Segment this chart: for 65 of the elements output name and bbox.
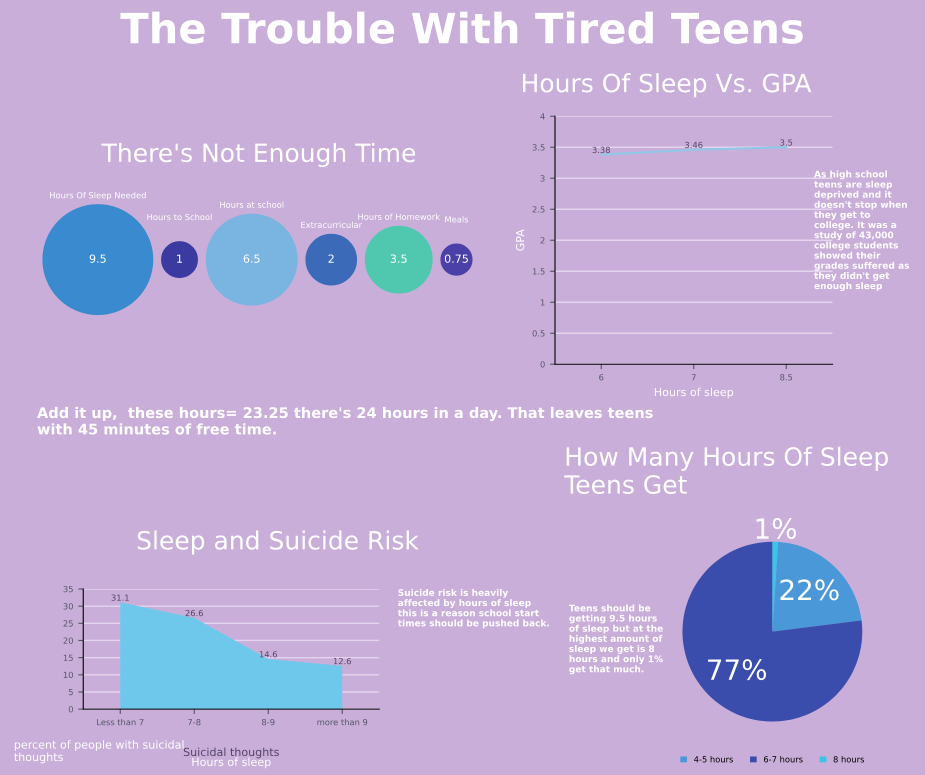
- text: Suicidal thoughts: [184, 748, 279, 758]
- x-tick-label: 6: [599, 374, 604, 380]
- category-label: Hours at school: [220, 201, 284, 208]
- pie-slice: [772, 542, 862, 632]
- y-tick-label: 0: [68, 706, 73, 712]
- category-label: Meals: [445, 216, 468, 223]
- y-tick-label: 1: [540, 299, 545, 306]
- chart-title: Hours Of Sleep Vs. GPA: [522, 73, 812, 98]
- y-tick-label: 20: [64, 637, 73, 644]
- data-label: 3.5: [390, 254, 407, 263]
- data-label: 3.5: [780, 139, 792, 146]
- data-label: 14.6: [260, 651, 278, 658]
- data-label: 2: [328, 254, 334, 263]
- y-axis-title: GPA: [516, 229, 524, 251]
- text: Add it up, these hours= 23.25 there's 24 hours in a day. That leaves teens with 45 minutes of free time.: [37, 406, 653, 435]
- x-tick-label: 7: [692, 374, 696, 380]
- y-tick-label: 4: [540, 113, 545, 120]
- data-label: 0.75: [444, 254, 468, 263]
- x-tick-label: 7-8: [188, 718, 200, 726]
- category-label: Extracurricular: [301, 222, 362, 228]
- category-label: Hours to School: [147, 214, 212, 220]
- chart-title: Sleep and Suicide Risk: [138, 530, 419, 555]
- y-tick-label: 30: [64, 603, 73, 610]
- x-tick-label: Less than 7: [97, 718, 144, 726]
- y-tick-label: 35: [64, 586, 73, 592]
- legend-label: 8 hours: [834, 756, 864, 762]
- data-label: 26.6: [186, 610, 204, 616]
- text: There's Not Enough Time: [102, 142, 416, 168]
- chart-title: How Many Hours Of Sleep Teens Get: [564, 446, 888, 494]
- y-tick-label: 25: [64, 620, 73, 627]
- data-label: 77%: [708, 659, 766, 680]
- y-tick-label: 0: [540, 361, 545, 368]
- data-label: 12.6: [334, 658, 352, 664]
- legend-label: 6-7 hours: [764, 756, 803, 762]
- x-axis-title: Hours of sleep: [654, 388, 734, 398]
- x-axis-title: Hours of sleep: [192, 757, 271, 768]
- data-label: 1%: [756, 518, 796, 540]
- text: Teens should be getting 9.5 hours of sleep but at the highest amount of sleep we get is 8 hours and only 1% get that much.: [568, 604, 663, 674]
- category-label: Hours Of Sleep Needed: [50, 192, 146, 200]
- y-tick-label: 2.5: [532, 206, 545, 213]
- data-label: 6.5: [244, 254, 260, 263]
- category-label: Hours of Homework: [358, 213, 440, 220]
- y-axis-title: percent of people with suicidal thoughts: [14, 740, 184, 764]
- data-label: 9.5: [90, 254, 106, 263]
- data-label: 1: [177, 254, 182, 263]
- x-tick-label: more than 9: [317, 718, 368, 726]
- y-tick-label: 2: [540, 237, 544, 244]
- data-label: 22%: [780, 579, 839, 600]
- pie-slice: [682, 542, 862, 722]
- y-tick-label: 3.5: [532, 144, 545, 151]
- data-label: 3.38: [592, 146, 610, 154]
- text: Suicide risk is heavily affected by hours of sleep this is a reason school start times should be pushed back.: [398, 589, 549, 628]
- text: As high school teens are sleep deprived and it doesn't stop when they get to college. It was a study of 43,000 college students showed their grades suffered as they didn't get enough sleep: [814, 170, 910, 291]
- data-label: 31.1: [112, 594, 129, 601]
- y-tick-label: 3: [540, 175, 545, 182]
- text: The Trouble With Tired Teens: [120, 12, 803, 44]
- x-tick-label: 8-9: [262, 718, 274, 726]
- y-tick-label: 0.5: [532, 330, 545, 337]
- y-tick-label: 10: [64, 672, 73, 678]
- data-label: 3.46: [685, 142, 703, 148]
- y-tick-label: 15: [64, 654, 73, 661]
- x-tick-label: 8.5: [780, 374, 792, 380]
- y-tick-label: 5: [68, 689, 73, 696]
- legend-label: 4-5 hours: [694, 756, 733, 762]
- y-tick-label: 1.5: [532, 268, 545, 275]
